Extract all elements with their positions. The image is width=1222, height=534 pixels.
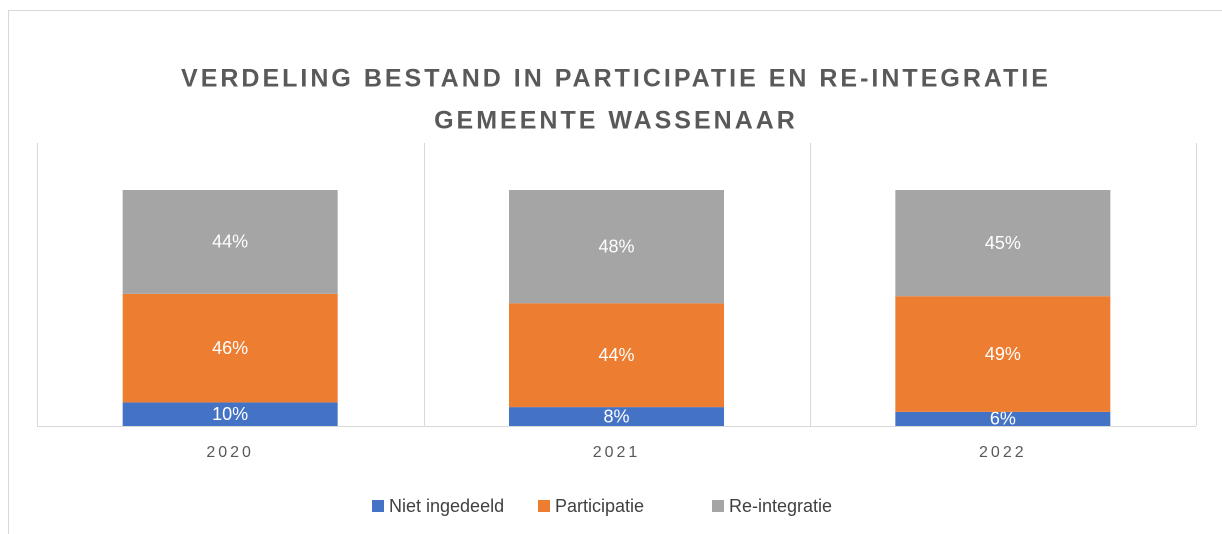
bar-segment <box>122 293 338 403</box>
legend-swatch <box>538 500 550 512</box>
bar-segment <box>122 402 338 426</box>
legend-label: Re-integratie <box>729 496 832 516</box>
bar-segment <box>895 190 1111 297</box>
data-label: 45% <box>985 233 1021 253</box>
data-label: 49% <box>985 344 1021 364</box>
data-label: 6% <box>990 409 1016 429</box>
chart-title: VERDELING BESTAND IN PARTICIPATIE EN RE-… <box>181 65 1051 93</box>
bar-segment <box>122 190 338 294</box>
legend-label: Niet ingedeeld <box>389 496 504 516</box>
legend-swatch <box>712 500 724 512</box>
bar-segment <box>895 411 1111 426</box>
legend-label: Participatie <box>555 496 644 516</box>
chart-title: GEMEENTE WASSENAAR <box>434 107 798 135</box>
data-label: 48% <box>598 236 634 256</box>
bar-segment <box>509 407 724 426</box>
separators <box>37 143 1197 426</box>
x-tick-label: 2020 <box>206 444 254 461</box>
bar-segment <box>895 296 1111 412</box>
data-label: 44% <box>598 345 634 365</box>
data-label: 10% <box>212 404 248 424</box>
legend-swatch <box>372 500 384 512</box>
x-tick-label: 2021 <box>593 444 641 461</box>
data-label: 8% <box>603 406 629 426</box>
x-tick-label: 2022 <box>979 444 1027 461</box>
bar-segment <box>509 303 724 408</box>
data-label: 46% <box>212 338 248 358</box>
bar-segment <box>509 190 724 304</box>
data-label: 44% <box>212 232 248 252</box>
